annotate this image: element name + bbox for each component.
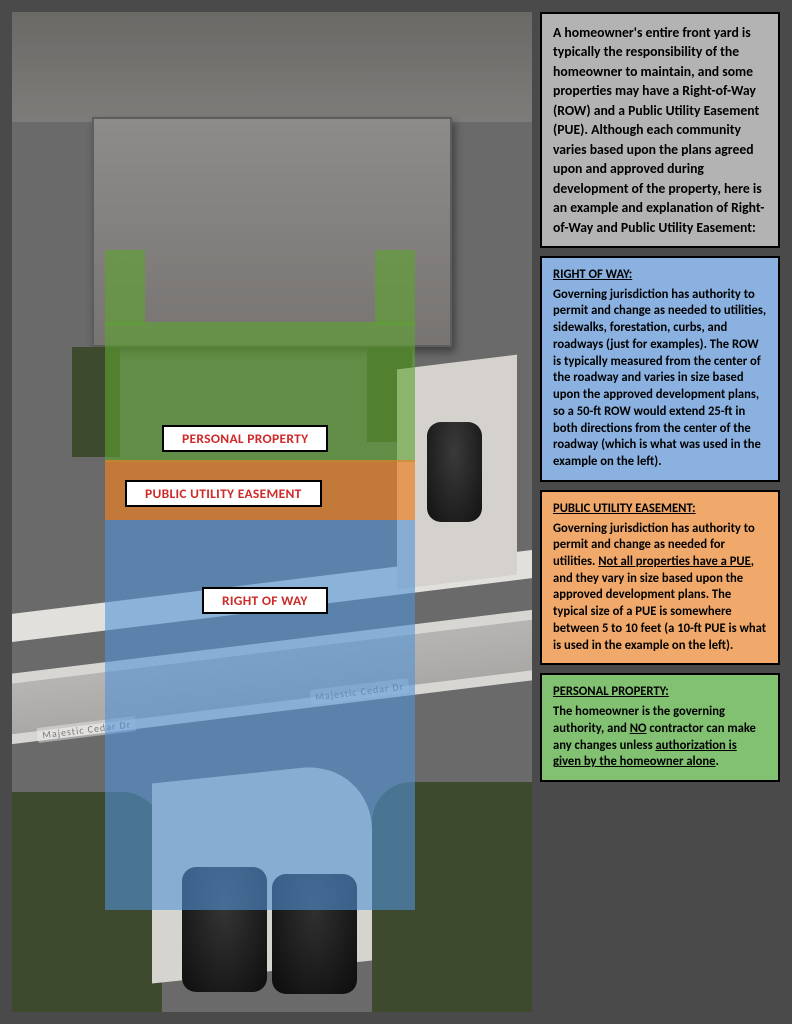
intro-text: A homeowner's entire front yard is typic… bbox=[553, 24, 764, 236]
personal-post: . bbox=[716, 754, 719, 769]
personal-body: The homeowner is the governing authority… bbox=[553, 704, 767, 771]
right-of-way-box: RIGHT OF WAY: Governing jurisdiction has… bbox=[540, 256, 780, 482]
row-title: RIGHT OF WAY: bbox=[553, 267, 767, 284]
personal-no: NO bbox=[630, 721, 647, 736]
pue-text-underline: Not all properties have a PUE bbox=[598, 554, 751, 569]
zone-label-personal: PERSONAL PROPERTY bbox=[162, 425, 328, 452]
car-icon bbox=[427, 422, 482, 522]
aerial-diagram: Majestic Cedar Dr Majestic Cedar Dr PERS… bbox=[12, 12, 532, 1012]
zone-personal-property bbox=[375, 250, 415, 325]
personal-property-box: PERSONAL PROPERTY: The homeowner is the … bbox=[540, 673, 780, 782]
zone-personal-property bbox=[105, 250, 145, 325]
pue-box: PUBLIC UTILITY EASEMENT: Governing juris… bbox=[540, 490, 780, 666]
zone-label-row: RIGHT OF WAY bbox=[202, 587, 328, 614]
house-neighbor-top bbox=[12, 12, 532, 122]
intro-text-box: A homeowner's entire front yard is typic… bbox=[540, 12, 780, 248]
zone-right-of-way bbox=[105, 520, 415, 910]
pue-title: PUBLIC UTILITY EASEMENT: bbox=[553, 501, 767, 518]
pue-body: Governing jurisdiction has authority to … bbox=[553, 521, 767, 655]
personal-title: PERSONAL PROPERTY: bbox=[553, 684, 767, 701]
info-sidebar: A homeowner's entire front yard is typic… bbox=[540, 12, 780, 1012]
zone-label-pue: PUBLIC UTILITY EASEMENT bbox=[125, 480, 322, 507]
row-body: Governing jurisdiction has authority to … bbox=[553, 287, 767, 471]
